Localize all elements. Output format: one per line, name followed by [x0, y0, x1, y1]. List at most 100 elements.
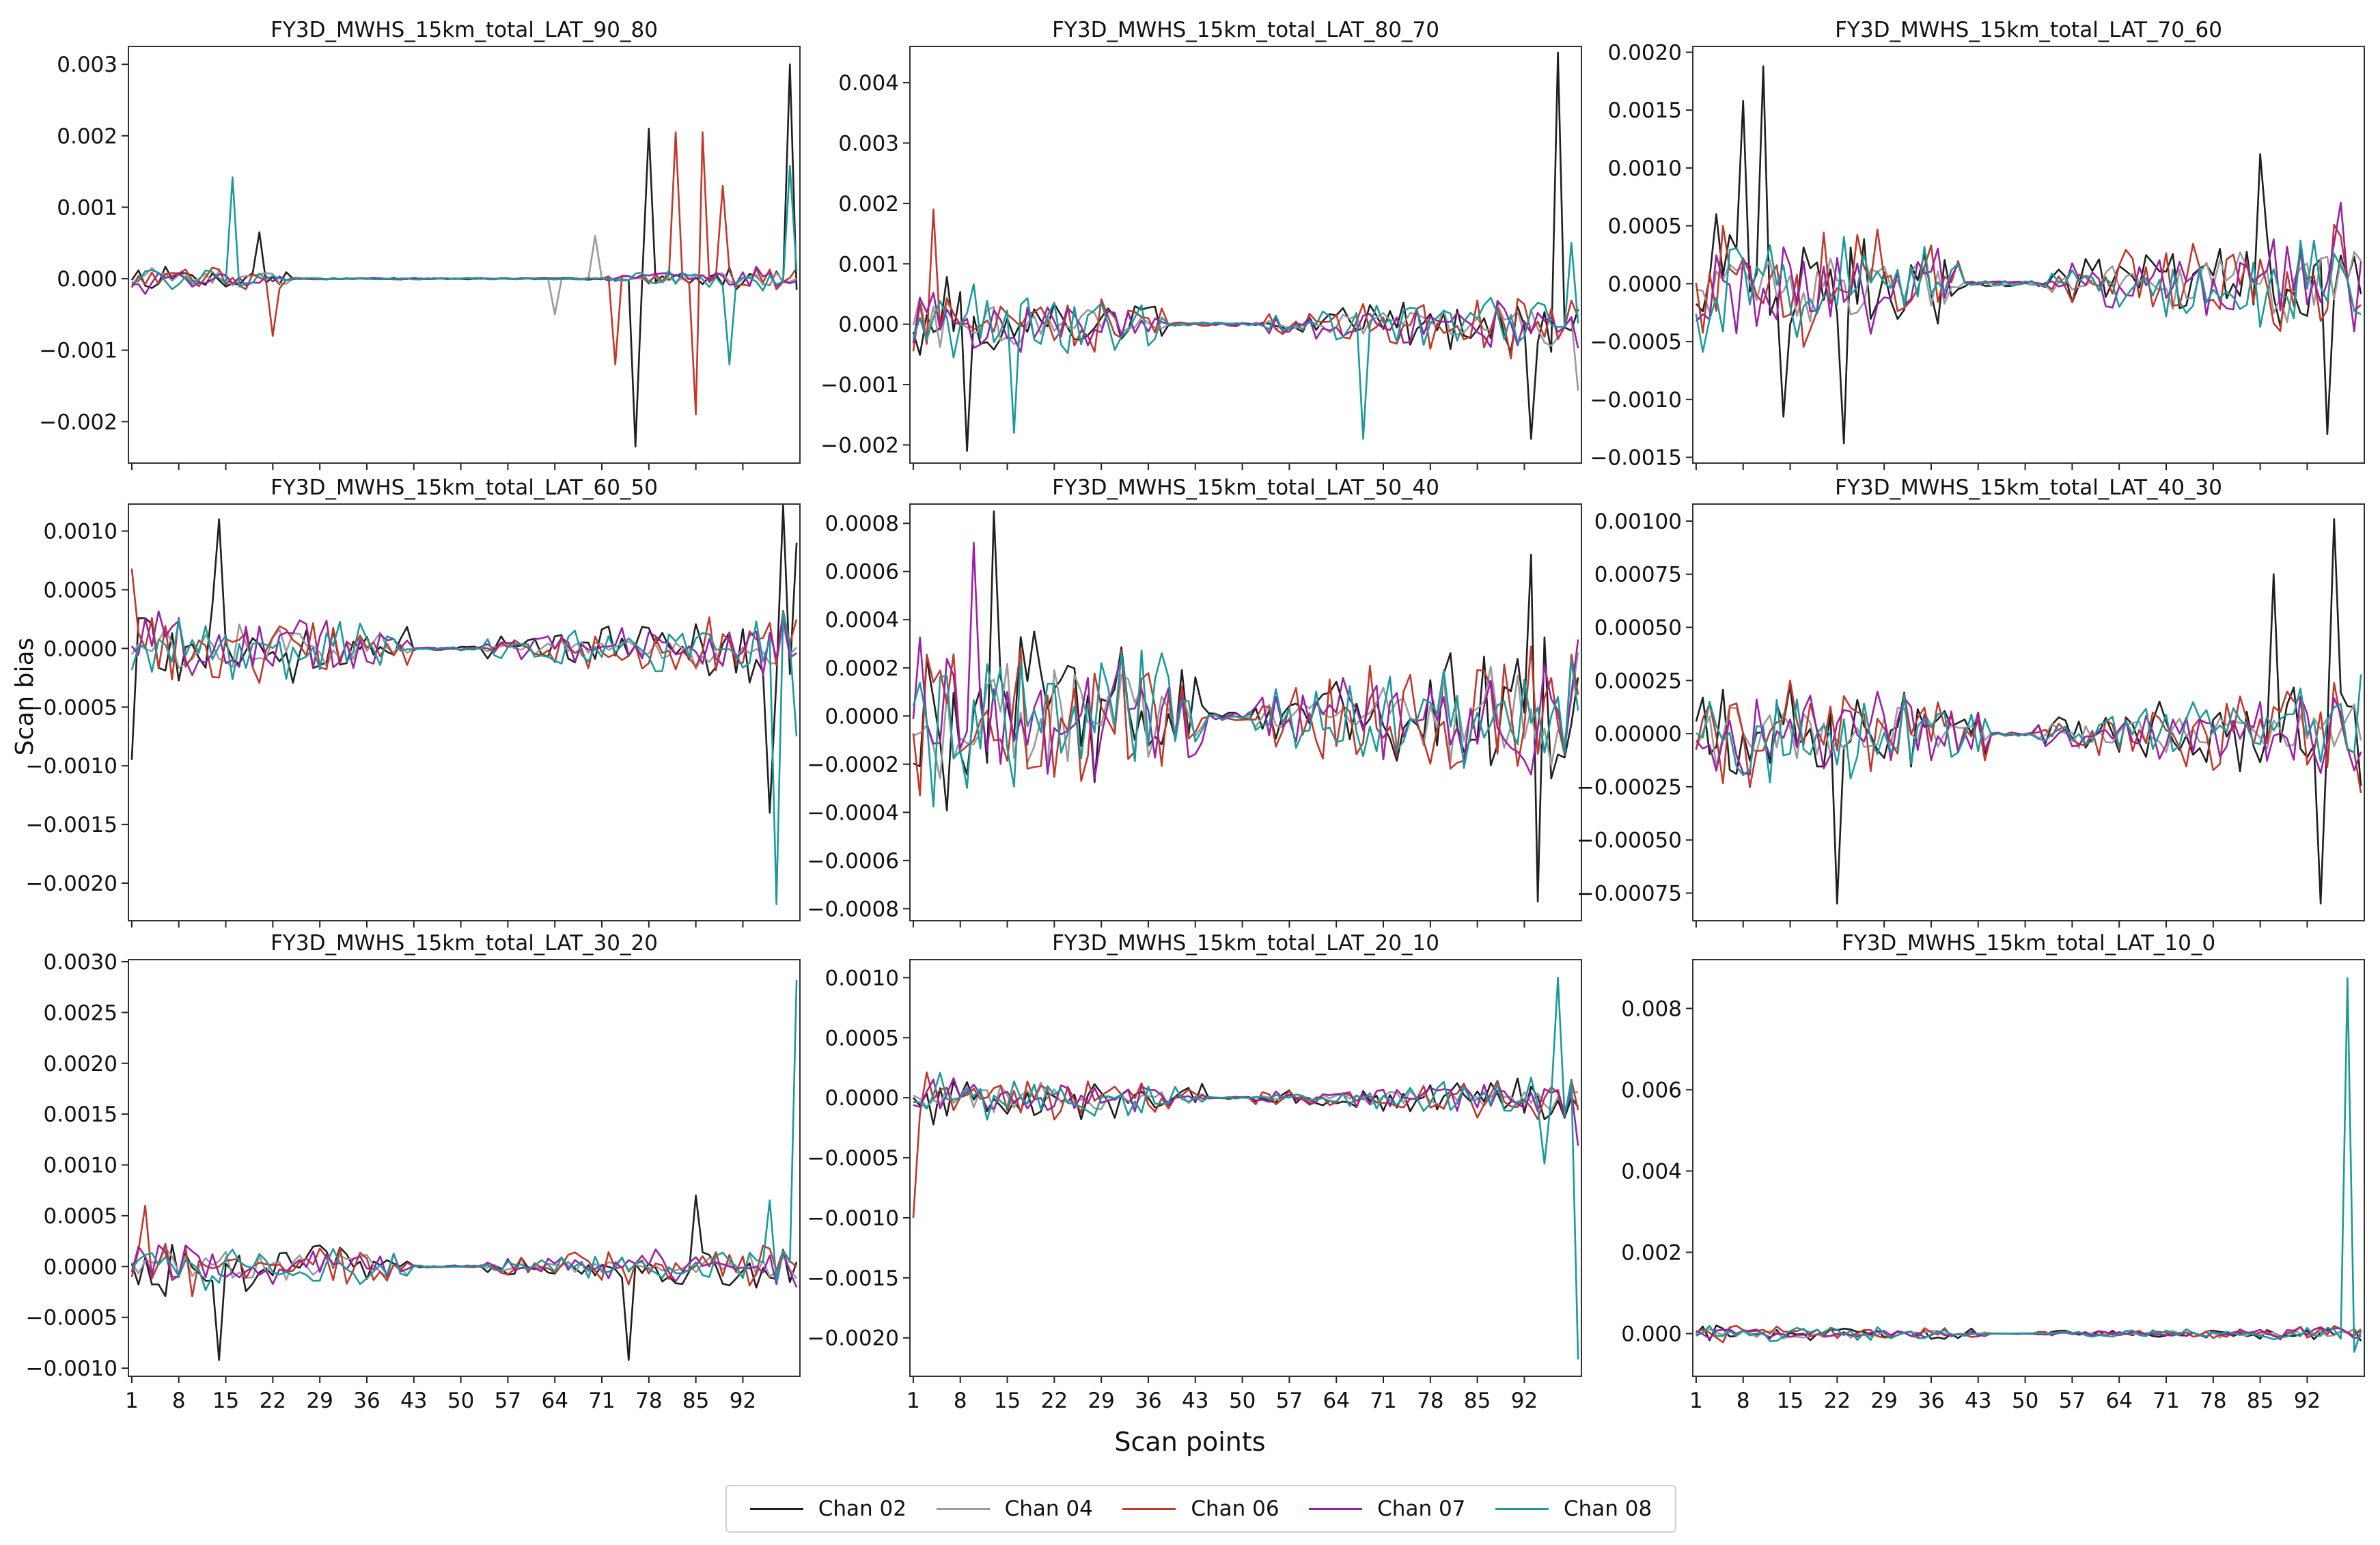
- y-tick-label: 0.0006: [825, 560, 899, 585]
- subplot-title: FY3D_MWHS_15km_total_LAT_90_80: [271, 18, 658, 42]
- y-tick-label: 0.0000: [1608, 272, 1682, 296]
- y-tick-label: −0.0004: [807, 801, 899, 825]
- series-line-chan-08: [1695, 236, 2362, 353]
- y-tick-label: 0.00050: [1594, 616, 1682, 641]
- x-tick-label: 1: [1689, 1389, 1703, 1413]
- series-line-chan-08: [1696, 977, 2362, 1353]
- y-tick-label: 0.0005: [825, 1026, 899, 1050]
- x-tick-label: 71: [588, 1389, 615, 1413]
- series-line-chan-02: [130, 504, 798, 814]
- x-tick-label: 22: [1824, 1389, 1851, 1413]
- plot-frame: [909, 46, 1582, 464]
- x-tick-label: 85: [682, 1389, 709, 1413]
- plot-frame: [1692, 503, 2365, 921]
- x-tick-label: 78: [2200, 1389, 2226, 1413]
- x-tick-label: 22: [260, 1389, 286, 1413]
- y-tick-label: 0.0002: [825, 656, 899, 681]
- series-line-chan-08: [1696, 674, 2362, 783]
- series-group: [1695, 977, 2362, 1353]
- y-tick-label: −0.0015: [26, 813, 117, 837]
- subplot-6: FY3D_MWHS_15km_total_LAT_40_30 0.00100 0.0…: [1577, 475, 2365, 928]
- x-tick-label: 92: [1511, 1389, 1538, 1413]
- y-tick-label: 0.0000: [44, 1255, 117, 1279]
- series-line-chan-04: [913, 652, 1579, 780]
- y-tick-label: 0.0010: [825, 966, 899, 990]
- series-line-chan-08: [912, 649, 1579, 808]
- x-tick-label: 85: [2247, 1389, 2273, 1413]
- y-tick-label: −0.00025: [1577, 775, 1682, 800]
- x-tick-label: 50: [447, 1389, 474, 1413]
- y-tick-label: 0.00100: [1594, 510, 1682, 534]
- legend-label: Chan 04: [1004, 1497, 1093, 1521]
- y-tick-label: 0.0008: [825, 512, 899, 536]
- y-tick-label: 0.0004: [825, 608, 899, 632]
- series-group: [130, 979, 798, 1361]
- series-group: [912, 51, 1579, 452]
- x-tick-label: 36: [1918, 1389, 1944, 1413]
- series-group: [130, 63, 798, 448]
- series-group: [130, 504, 798, 906]
- subplot-4: FY3D_MWHS_15km_total_LAT_60_50 0.0010 0.00…: [26, 475, 801, 928]
- y-tick-label: −0.001: [39, 339, 117, 363]
- x-tick-label: 50: [2012, 1389, 2038, 1413]
- y-tick-label: 0.00075: [1594, 563, 1682, 587]
- legend-item-chan04: Chan 04: [936, 1497, 1093, 1521]
- x-tick-label: 8: [954, 1389, 967, 1413]
- y-tick-label: 0.0005: [44, 578, 117, 602]
- legend-item-chan07: Chan 07: [1309, 1497, 1465, 1521]
- y-tick-label: −0.0006: [807, 849, 899, 874]
- y-tick-label: 0.002: [838, 192, 899, 217]
- series-group: [1695, 518, 2362, 905]
- y-tick-label: 0.004: [838, 71, 899, 96]
- y-tick-label: −0.0005: [1590, 330, 1682, 354]
- x-tick-label: 64: [2105, 1389, 2132, 1413]
- plot-frame: [1692, 46, 2365, 464]
- x-tick-label: 29: [1088, 1389, 1114, 1413]
- y-tick-label: 0.00000: [1594, 722, 1682, 747]
- x-tick-label: 1: [125, 1389, 139, 1413]
- y-tick-label: 0.002: [57, 124, 117, 149]
- series-line-chan-02: [912, 51, 1579, 452]
- legend-swatch: [1495, 1507, 1549, 1510]
- y-tick-label: 0.0025: [44, 1001, 117, 1025]
- subplot-title: FY3D_MWHS_15km_total_LAT_30_20: [271, 931, 658, 956]
- subplot-title: FY3D_MWHS_15km_total_LAT_60_50: [271, 475, 658, 500]
- y-tick-label: −0.0005: [26, 1306, 117, 1331]
- y-tick-label: 0.001: [838, 252, 899, 277]
- legend-item-chan06: Chan 06: [1122, 1497, 1279, 1521]
- x-tick-label: 50: [1229, 1389, 1256, 1413]
- y-tick-label: 0.00025: [1594, 669, 1682, 693]
- y-tick-label: 0.000: [1621, 1322, 1682, 1347]
- y-tick-label: 0.0000: [825, 1086, 899, 1111]
- series-group: [912, 977, 1579, 1360]
- series-line-chan-07: [131, 266, 797, 295]
- y-tick-label: −0.0020: [26, 872, 117, 896]
- x-tick-label: 43: [400, 1389, 427, 1413]
- y-tick-label: 0.0005: [44, 1204, 117, 1229]
- x-tick-label: 64: [541, 1389, 568, 1413]
- legend-item-chan08: Chan 08: [1495, 1497, 1652, 1521]
- subplot-title: FY3D_MWHS_15km_total_LAT_70_60: [1835, 18, 2222, 42]
- subplot-8: FY3D_MWHS_15km_total_LAT_20_10 0.0010 0.00…: [807, 931, 1582, 1413]
- x-tick-label: 43: [1965, 1389, 1991, 1413]
- y-tick-label: 0.000: [838, 313, 899, 337]
- y-tick-label: −0.00050: [1577, 829, 1682, 853]
- subplot-title: FY3D_MWHS_15km_total_LAT_20_10: [1052, 931, 1439, 956]
- plot-frame: [909, 959, 1582, 1377]
- series-line-chan-08: [912, 242, 1579, 440]
- subplot-1: FY3D_MWHS_15km_total_LAT_90_80 0.003 0.002…: [39, 18, 801, 470]
- y-tick-label: 0.0020: [44, 1052, 117, 1076]
- x-tick-label: 57: [495, 1389, 521, 1413]
- legend-label: Chan 07: [1377, 1497, 1466, 1521]
- y-tick-label: 0.0010: [44, 1154, 117, 1178]
- y-tick-label: 0.003: [838, 131, 899, 156]
- series-line-chan-08: [131, 165, 798, 365]
- x-tick-label: 29: [1870, 1389, 1897, 1413]
- y-tick-label: −0.00075: [1577, 882, 1682, 906]
- y-tick-label: −0.0010: [26, 754, 117, 779]
- plot-frame: [128, 46, 801, 464]
- series-group: [912, 510, 1579, 903]
- y-tick-label: −0.0020: [807, 1326, 899, 1351]
- series-line-chan-08: [130, 979, 798, 1292]
- y-tick-label: −0.002: [820, 433, 899, 458]
